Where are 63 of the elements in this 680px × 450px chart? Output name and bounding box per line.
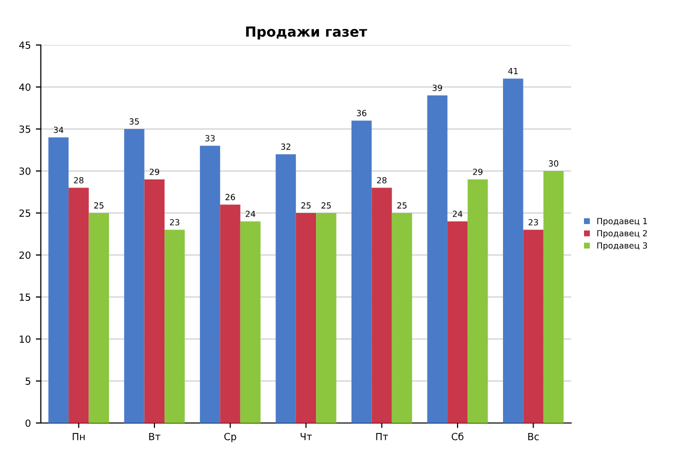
data-label: 24 xyxy=(452,210,462,217)
y-tick-label: 25 xyxy=(19,209,30,217)
bar xyxy=(468,179,488,423)
data-label: 25 xyxy=(322,202,331,209)
bar xyxy=(144,179,165,423)
bar xyxy=(392,213,412,423)
data-label: 29 xyxy=(150,168,160,176)
x-tick-label: Чт xyxy=(300,433,312,440)
x-tick-label: Сб xyxy=(452,432,464,440)
y-tick-label: 40 xyxy=(19,83,30,91)
bar xyxy=(88,213,109,423)
data-label: 41 xyxy=(508,68,518,74)
data-label: 28 xyxy=(377,177,387,184)
bar xyxy=(124,129,144,423)
y-tick-label: 10 xyxy=(20,335,30,343)
data-label: 25 xyxy=(94,202,104,209)
y-tick-label: 35 xyxy=(19,125,30,133)
data-label: 29 xyxy=(473,168,482,176)
data-label: 23 xyxy=(528,219,538,226)
bar xyxy=(276,154,296,423)
data-label: 34 xyxy=(54,126,64,134)
bar xyxy=(351,120,372,423)
bar xyxy=(447,221,468,423)
chart-title: Продажи газет xyxy=(246,26,368,40)
y-tick-label: 5 xyxy=(26,378,30,385)
data-label: 24 xyxy=(246,210,256,217)
bar xyxy=(503,78,524,423)
data-label: 23 xyxy=(170,219,180,226)
bar xyxy=(68,188,89,423)
bar xyxy=(523,230,544,423)
legend-label: Продавец 1 xyxy=(597,218,647,226)
bar xyxy=(316,213,336,423)
x-tick-label: Пт xyxy=(376,433,388,440)
x-tick-label: Пн xyxy=(72,433,85,440)
bar xyxy=(48,137,69,423)
y-tick-label: 45 xyxy=(19,42,30,49)
data-label: 35 xyxy=(130,118,139,125)
data-label: 28 xyxy=(74,177,84,184)
bar xyxy=(372,188,392,423)
y-tick-label: 0 xyxy=(26,419,30,427)
data-label: 25 xyxy=(397,202,407,209)
data-label: 25 xyxy=(301,202,311,209)
y-tick-label: 15 xyxy=(20,294,30,301)
data-label: 33 xyxy=(205,135,215,142)
bar xyxy=(240,221,261,423)
x-tick-label: Вт xyxy=(149,433,160,440)
x-tick-label: Вс xyxy=(528,433,539,440)
y-tick-label: 20 xyxy=(19,251,30,259)
legend-label: Продавец 3 xyxy=(597,242,648,250)
bar xyxy=(220,204,240,423)
x-tick-label: Ср xyxy=(224,432,236,442)
data-label: 32 xyxy=(281,144,290,150)
bar xyxy=(427,95,448,423)
bar xyxy=(296,213,316,423)
data-label: 39 xyxy=(432,84,442,92)
data-label: 26 xyxy=(226,194,236,200)
y-tick-label: 30 xyxy=(19,167,30,175)
bar xyxy=(200,146,220,423)
legend-label: Продавец 2 xyxy=(597,230,647,238)
data-label: 30 xyxy=(548,160,558,167)
data-label: 36 xyxy=(356,110,366,116)
bar xyxy=(164,230,185,423)
bar xyxy=(543,171,564,423)
